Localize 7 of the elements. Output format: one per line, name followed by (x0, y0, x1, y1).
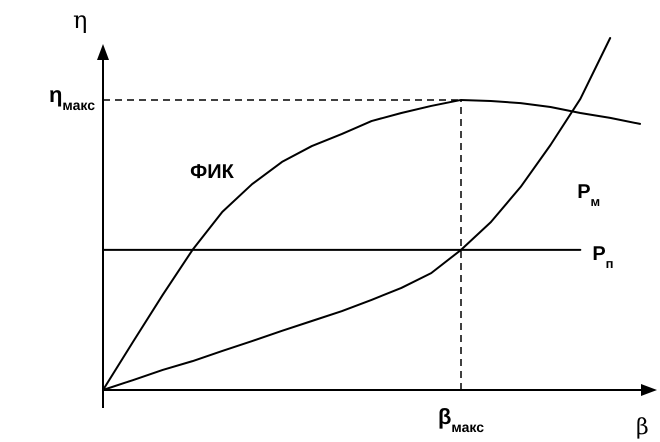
series-label: P$_{п}$ (592, 242, 614, 270)
ref-line-label: η$_{макс}$ (48, 82, 96, 113)
y-axis-title: η (73, 6, 88, 34)
text: P$_{м}$ (577, 181, 600, 208)
x-axis-title: β (636, 415, 649, 440)
text: β$_{макс}$ (438, 404, 484, 435)
series-label: ФИК (190, 161, 235, 184)
